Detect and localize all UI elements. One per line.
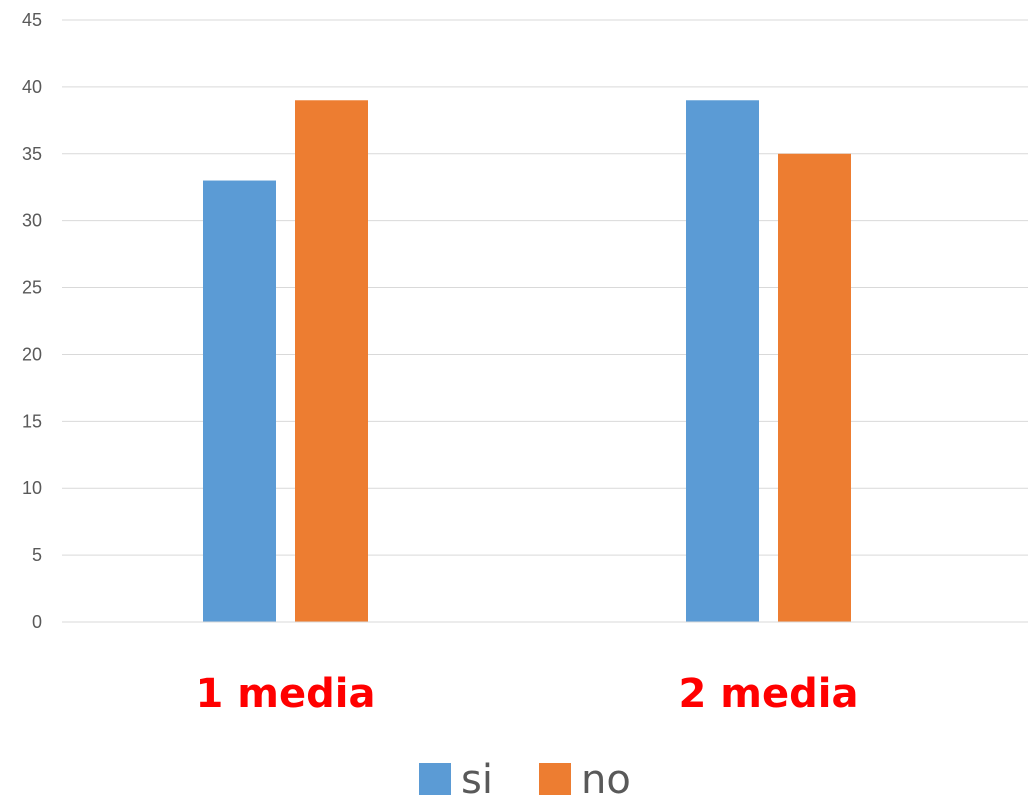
bar-no-2 — [778, 153, 851, 622]
category-labels: 1 media 2 media — [196, 671, 859, 717]
y-tick-label: 45 — [22, 10, 42, 30]
y-tick-label: 30 — [22, 211, 42, 231]
y-tick-label: 15 — [22, 411, 42, 431]
y-tick-label: 10 — [22, 478, 42, 498]
bar-no-1 — [295, 100, 368, 623]
bars — [203, 100, 851, 623]
bar-si-1 — [203, 180, 276, 623]
y-axis-ticks: 0 5 10 15 20 25 30 35 40 45 — [22, 10, 42, 632]
y-tick-label: 5 — [32, 545, 42, 565]
legend-swatch-si — [419, 763, 451, 795]
y-tick-label: 35 — [22, 144, 42, 164]
legend-label-no: no — [581, 757, 631, 799]
category-label: 1 media — [196, 671, 376, 717]
category-label: 2 media — [679, 671, 859, 717]
y-tick-label: 40 — [22, 77, 42, 97]
y-tick-label: 20 — [22, 344, 42, 364]
legend-swatch-no — [539, 763, 571, 795]
bar-si-2 — [686, 100, 759, 623]
y-tick-label: 0 — [32, 612, 42, 632]
legend-label-si: si — [461, 757, 493, 799]
y-tick-label: 25 — [22, 278, 42, 298]
legend: si no — [419, 757, 631, 799]
